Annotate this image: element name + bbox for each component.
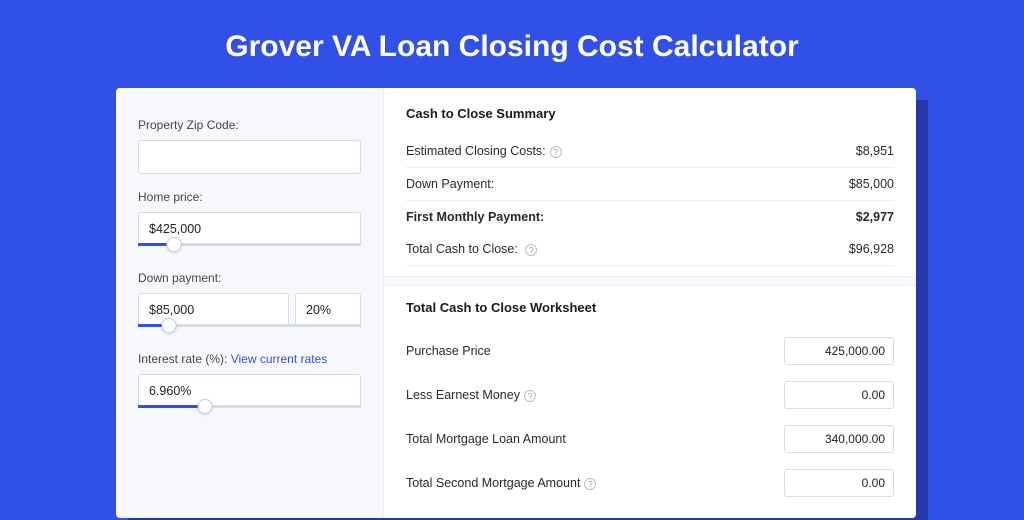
summary-row: First Monthly Payment: $2,977 — [406, 201, 894, 233]
worksheet-row-label: Purchase Price — [406, 344, 491, 358]
slider-fill — [138, 405, 205, 408]
interest-rate-label: Interest rate (%): View current rates — [138, 352, 361, 366]
summary-row: Estimated Closing Costs:? $8,951 — [406, 135, 894, 168]
help-icon[interactable]: ? — [550, 146, 562, 158]
summary-row-label: Down Payment: — [406, 177, 494, 191]
worksheet-row: Purchase Price — [406, 329, 894, 373]
results-panel: Cash to Close Summary Estimated Closing … — [384, 88, 916, 518]
down-payment-pct-input[interactable] — [295, 293, 361, 327]
slider-thumb[interactable] — [197, 399, 212, 414]
worksheet-row-input[interactable] — [784, 337, 894, 365]
summary-row-label: Estimated Closing Costs: — [406, 144, 546, 158]
summary-total-label: Total Cash to Close: — [406, 242, 518, 256]
worksheet-row-label: Total Mortgage Loan Amount — [406, 432, 566, 446]
worksheet-row: Total Second Mortgage Amount? — [406, 461, 894, 505]
interest-rate-label-text: Interest rate (%): — [138, 352, 227, 366]
interest-rate-group: Interest rate (%): View current rates — [138, 352, 361, 417]
home-price-group: Home price: — [138, 190, 361, 255]
help-icon[interactable]: ? — [524, 390, 536, 402]
interest-rate-input[interactable] — [138, 374, 361, 408]
zip-input[interactable] — [138, 140, 361, 174]
home-price-label: Home price: — [138, 190, 361, 204]
section-divider — [384, 276, 916, 286]
slider-thumb[interactable] — [166, 237, 181, 252]
summary-row-label: First Monthly Payment: — [406, 210, 544, 224]
page-title: Grover VA Loan Closing Cost Calculator — [0, 0, 1024, 88]
summary-title: Cash to Close Summary — [406, 106, 894, 121]
slider-thumb[interactable] — [162, 318, 177, 333]
interest-rate-slider[interactable] — [138, 405, 361, 417]
worksheet-row: Total Mortgage Loan Amount — [406, 417, 894, 461]
help-icon[interactable]: ? — [584, 478, 596, 490]
worksheet-row-label: Less Earnest Money — [406, 388, 520, 402]
down-payment-group: Down payment: — [138, 271, 361, 336]
summary-total-value: $96,928 — [849, 242, 894, 256]
down-payment-label: Down payment: — [138, 271, 361, 285]
summary-total-row: Total Cash to Close: ? $96,928 — [406, 233, 894, 266]
calculator-card: Property Zip Code: Home price: Down paym… — [116, 88, 916, 518]
down-payment-slider[interactable] — [138, 324, 361, 336]
summary-row-value: $2,977 — [856, 210, 894, 224]
zip-label: Property Zip Code: — [138, 118, 361, 132]
help-icon[interactable]: ? — [525, 244, 537, 256]
worksheet-row-label: Total Second Mortgage Amount — [406, 476, 580, 490]
worksheet-row-input[interactable] — [784, 381, 894, 409]
worksheet-row-input[interactable] — [784, 425, 894, 453]
zip-group: Property Zip Code: — [138, 118, 361, 174]
summary-row: Down Payment: $85,000 — [406, 168, 894, 201]
worksheet-title: Total Cash to Close Worksheet — [406, 300, 894, 315]
home-price-slider[interactable] — [138, 243, 361, 255]
summary-row-value: $8,951 — [856, 144, 894, 158]
worksheet-row: Less Earnest Money? — [406, 373, 894, 417]
view-rates-link[interactable]: View current rates — [231, 352, 328, 366]
form-panel: Property Zip Code: Home price: Down paym… — [116, 88, 384, 518]
summary-row-value: $85,000 — [849, 177, 894, 191]
worksheet-row-input[interactable] — [784, 469, 894, 497]
down-payment-input[interactable] — [138, 293, 289, 327]
